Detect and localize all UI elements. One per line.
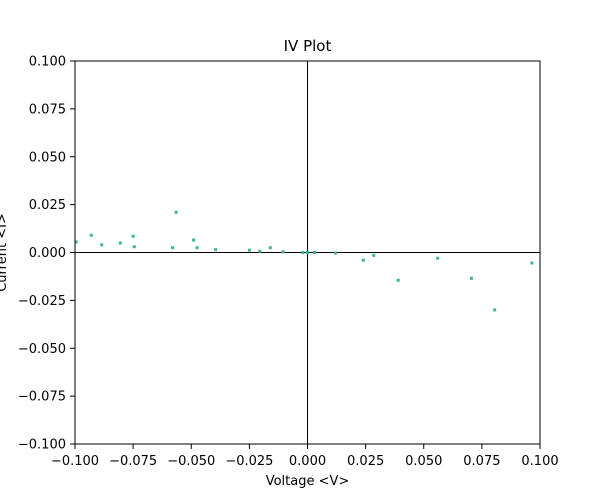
data-point (469, 276, 473, 280)
x-tick-label: 0.075 (463, 454, 500, 469)
y-axis-label: Current <I> (0, 213, 10, 292)
data-point (493, 308, 497, 312)
data-point (333, 251, 337, 255)
chart-title: IV Plot (284, 37, 332, 55)
y-tick-label: −0.050 (18, 342, 66, 357)
data-point (396, 278, 400, 282)
data-point (192, 238, 196, 242)
x-tick-label: 0.050 (405, 454, 442, 469)
data-point (171, 246, 175, 250)
data-point (214, 248, 218, 252)
x-tick-label: −0.025 (225, 454, 273, 469)
data-point (247, 248, 251, 252)
y-tick-label: −0.025 (18, 294, 66, 309)
y-tick-label: −0.075 (18, 390, 66, 405)
data-point (174, 210, 178, 214)
data-point (195, 246, 199, 250)
x-tick-label: 0.025 (347, 454, 384, 469)
y-tick-label: −0.100 (18, 438, 66, 453)
data-point (436, 256, 440, 260)
data-point (281, 250, 285, 254)
data-point (100, 243, 104, 247)
y-tick-label: 0.025 (29, 198, 66, 213)
data-point (306, 251, 309, 254)
data-point (118, 241, 122, 245)
y-tick-label: 0.050 (29, 150, 66, 165)
x-tick-label: 0.100 (521, 454, 558, 469)
data-point (361, 258, 365, 262)
data-point (372, 253, 376, 257)
data-point (89, 233, 93, 237)
data-point (312, 251, 316, 254)
data-point (131, 234, 135, 238)
data-point (301, 251, 305, 254)
y-tick-label: 0.000 (29, 246, 66, 261)
data-point (268, 246, 272, 250)
x-tick-label: −0.075 (109, 454, 157, 469)
data-point (132, 245, 136, 249)
x-axis-label: Voltage <V> (266, 474, 350, 489)
x-tick-label: 0.000 (289, 454, 326, 469)
data-point (258, 249, 262, 253)
y-tick-label: 0.075 (29, 102, 66, 117)
data-point (74, 240, 78, 244)
y-tick-label: 0.100 (29, 55, 66, 70)
plot-area: −0.100 −0.075 −0.050 −0.025 0.000 0.025 0.050 0… (18, 55, 559, 470)
data-point (530, 261, 534, 265)
x-tick-label: −0.050 (167, 454, 215, 469)
x-tick-label: −0.100 (51, 454, 99, 469)
